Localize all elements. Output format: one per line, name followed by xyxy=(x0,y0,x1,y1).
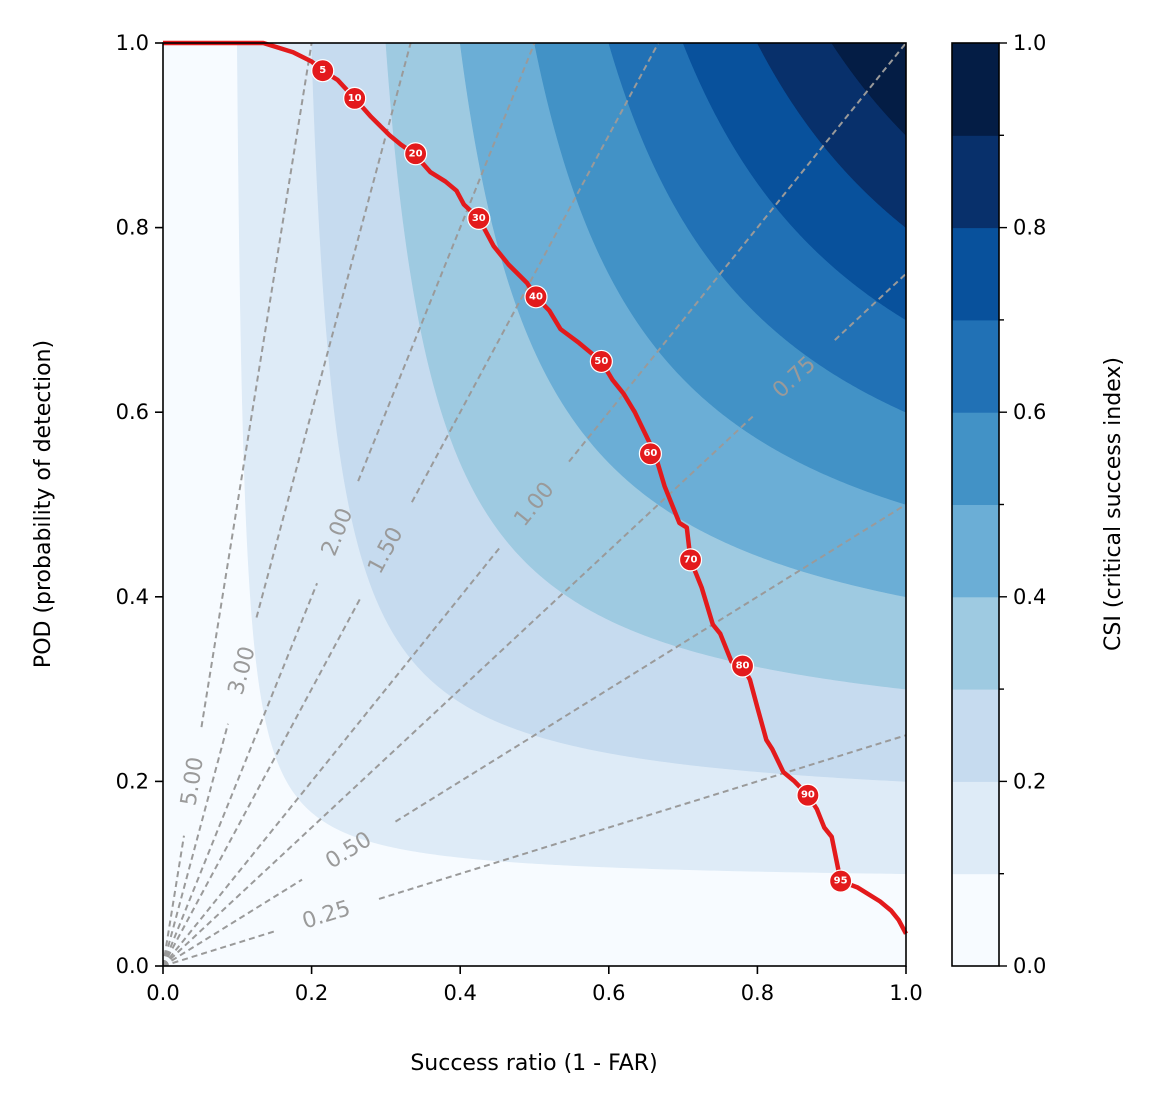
colorbar-fill xyxy=(952,43,999,967)
marker-dot xyxy=(589,349,613,374)
colorbar-swatch-9 xyxy=(952,43,999,136)
x-tick-label: 0.0 xyxy=(146,981,179,1005)
marker-label: 60 xyxy=(643,448,657,459)
marker-label: 5 xyxy=(319,65,326,76)
marker-label: 80 xyxy=(736,661,750,672)
bias-line-2.00 xyxy=(163,582,318,966)
colorbar-swatch-8 xyxy=(952,135,999,229)
x-axis-title: Success ratio (1 - FAR) xyxy=(410,1051,657,1076)
x-tick-label: 1.0 xyxy=(889,981,922,1005)
x-tick-label: 0.2 xyxy=(295,981,328,1005)
y-tick-label: 1.0 xyxy=(116,31,149,55)
x-axis: 0.0 0.2 0.4 0.6 0.8 1.0 xyxy=(146,966,923,1005)
threshold-marker-5: 5 xyxy=(311,59,335,83)
marker-dot xyxy=(524,285,548,309)
x-tick-label: 0.4 xyxy=(443,981,476,1005)
marker-dot xyxy=(343,86,367,110)
threshold-marker-70: 70 xyxy=(678,548,703,572)
bias-line-2.00-upper xyxy=(357,43,536,482)
bias-line-0.75-upper xyxy=(834,273,906,341)
threshold-marker-20: 20 xyxy=(404,142,428,166)
colorbar-swatch-1 xyxy=(952,781,999,875)
bias-line-0.50-upper xyxy=(394,503,906,823)
marker-label: 90 xyxy=(801,790,815,801)
marker-dot xyxy=(678,548,703,572)
threshold-marker-90: 90 xyxy=(796,783,820,807)
marker-label: 40 xyxy=(529,291,543,302)
bias-line-3.00 xyxy=(163,723,229,966)
bias-line-3.00-upper xyxy=(255,43,412,618)
colorbar-swatch-3 xyxy=(952,596,999,690)
colorbar-swatch-4 xyxy=(952,504,999,598)
bias-line-0.75 xyxy=(163,414,755,966)
marker-label: 10 xyxy=(348,93,362,104)
colorbar-tick-label: 0.6 xyxy=(1013,400,1046,424)
y-axis-title: POD (probability of detection) xyxy=(31,340,56,668)
bias-line-0.50 xyxy=(163,878,303,966)
threshold-marker-80: 80 xyxy=(730,654,755,678)
bias-line-1.50-upper xyxy=(411,43,660,503)
csi-band-9 xyxy=(831,43,906,136)
threshold-marker-40: 40 xyxy=(524,285,548,309)
threshold-marker-95: 95 xyxy=(829,869,853,893)
colorbar-tick-label: 0.8 xyxy=(1013,216,1046,240)
marker-dot xyxy=(796,783,820,807)
colorbar: 0.0 0.2 0.4 0.6 0.8 1.0 CSI (critical success… xyxy=(951,31,1126,978)
marker-dot xyxy=(311,59,335,83)
bias-line-5.00-upper xyxy=(200,43,313,728)
y-tick-label: 0.8 xyxy=(116,216,149,240)
threshold-marker-30: 30 xyxy=(467,206,491,230)
bias-line-5.00 xyxy=(163,835,185,966)
bias-lines xyxy=(163,43,906,966)
marker-label: 70 xyxy=(684,554,698,565)
y-tick-label: 0.2 xyxy=(116,769,149,793)
colorbar-swatch-7 xyxy=(952,227,999,321)
marker-dot xyxy=(730,654,755,678)
y-tick-label: 0.6 xyxy=(116,400,149,424)
y-tick-label: 0.4 xyxy=(116,585,149,609)
threshold-marker-60: 60 xyxy=(638,442,663,466)
marker-dot xyxy=(467,206,491,230)
y-axis: 0.0 0.2 0.4 0.6 0.8 1.0 xyxy=(116,31,163,978)
colorbar-tick-label: 0.4 xyxy=(1013,585,1046,609)
bias-line-0.25-upper xyxy=(378,734,906,900)
marker-dot xyxy=(829,869,853,893)
threshold-marker-50: 50 xyxy=(589,349,613,374)
colorbar-title: CSI (critical success index) xyxy=(1101,357,1126,651)
plot-area: 0.250.500.751.001.502.003.005.00 5102030… xyxy=(162,40,908,967)
colorbar-ticks: 0.0 0.2 0.4 0.6 0.8 1.0 xyxy=(999,31,1046,978)
plot-frame xyxy=(162,42,907,967)
threshold-marker-10: 10 xyxy=(343,86,367,110)
y-tick-label: 0.0 xyxy=(116,954,149,978)
colorbar-swatch-0 xyxy=(952,873,999,967)
threshold-markers: 5 10 20 30 40 50 60 70 80 90 95 xyxy=(311,59,853,893)
colorbar-swatch-6 xyxy=(952,319,999,413)
colorbar-swatch-2 xyxy=(952,689,999,782)
colorbar-tick-label: 1.0 xyxy=(1013,31,1046,55)
marker-label: 95 xyxy=(834,876,848,887)
marker-label: 20 xyxy=(409,148,423,159)
marker-label: 30 xyxy=(472,213,486,224)
marker-label: 50 xyxy=(594,356,608,367)
x-tick-label: 0.8 xyxy=(741,981,774,1005)
colorbar-tick-label: 0.2 xyxy=(1013,769,1046,793)
colorbar-swatch-5 xyxy=(952,412,999,505)
x-tick-label: 0.6 xyxy=(592,981,625,1005)
marker-dot xyxy=(404,142,428,166)
colorbar-tick-label: 0.0 xyxy=(1013,954,1046,978)
marker-dot xyxy=(638,442,663,466)
